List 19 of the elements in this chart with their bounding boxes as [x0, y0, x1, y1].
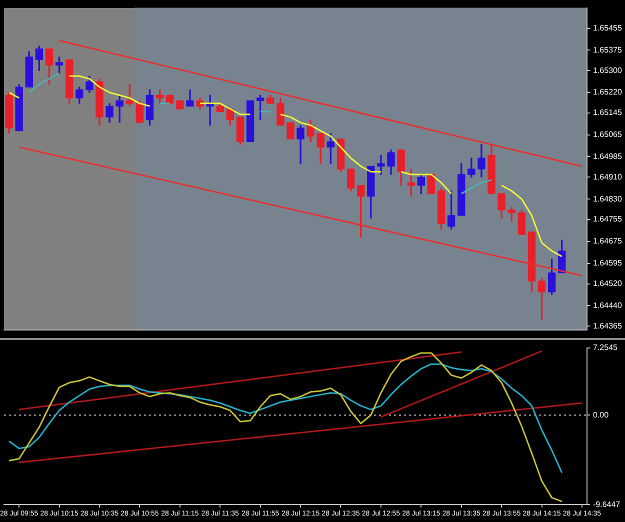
y-tick-label: 1.65375 — [593, 45, 622, 54]
y-tick-label: 7.2545 — [593, 343, 618, 352]
y-tick-label: 1.64675 — [593, 236, 622, 246]
y-tick-label: 1.65145 — [593, 108, 622, 118]
y-tick-label: 1.64365 — [593, 321, 622, 330]
y-tick-label: 1.64520 — [593, 278, 622, 288]
y-tick-label: 1.65455 — [593, 23, 622, 32]
candlestick — [377, 155, 385, 175]
y-tick-label: 0.00 — [593, 410, 610, 420]
y-tick-label: -9.6447 — [593, 500, 621, 509]
y-tick-label: 1.64595 — [593, 258, 622, 268]
y-tick-label: 1.65065 — [593, 130, 622, 140]
y-tick-label: 1.64830 — [593, 194, 622, 204]
y-tick-label: 1.64440 — [593, 300, 622, 310]
y-tick-label: 1.64985 — [593, 152, 622, 161]
y-tick-label: 1.65220 — [593, 88, 622, 97]
y-tick-label: 1.64755 — [593, 214, 622, 224]
y-tick-label: 1.65300 — [593, 66, 622, 75]
y-tick-label: 1.64910 — [593, 172, 622, 182]
